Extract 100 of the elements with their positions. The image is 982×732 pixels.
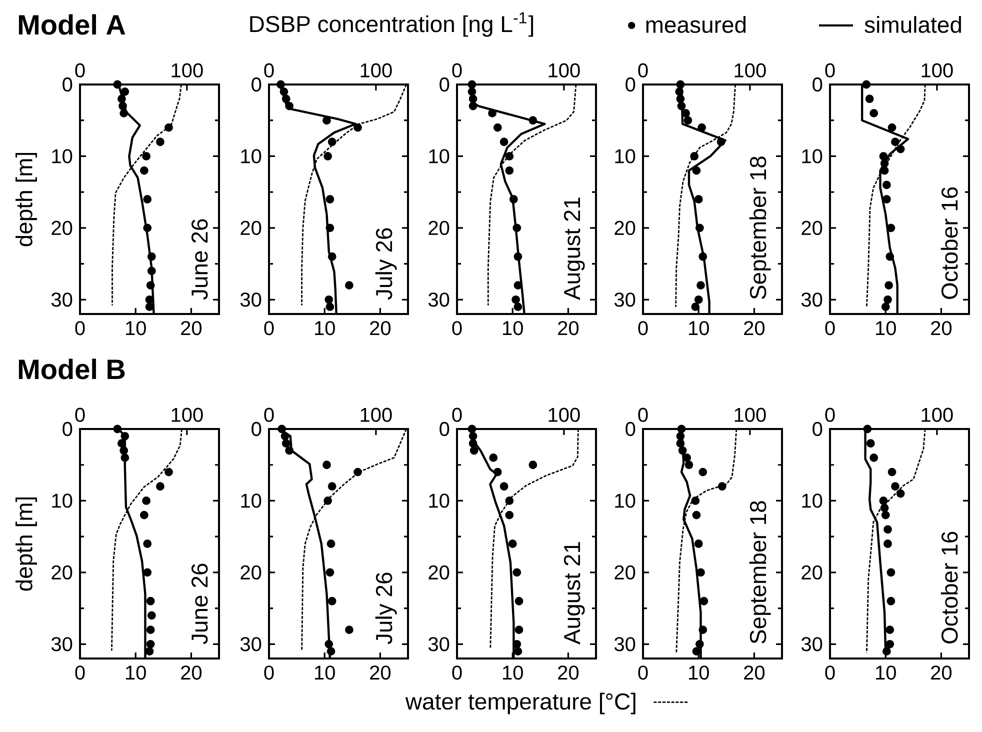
annotation: September 18 [749, 501, 771, 644]
y-tick-label: 30 [428, 292, 450, 307]
annotation: September 18 [749, 156, 771, 300]
x-tick-label: 20 [181, 666, 202, 680]
x-tick-label: 10 [126, 666, 146, 680]
y-tick-label: 30 [614, 292, 636, 307]
x2-tick-label: 0 [638, 63, 648, 78]
y-tick-label: 20 [52, 565, 72, 580]
x-tick-label: 0 [75, 321, 85, 336]
x-tick-label: 0 [75, 666, 85, 680]
x2-tick-label: 100 [360, 63, 392, 78]
annotation: July 26 [375, 228, 397, 300]
line-series [866, 428, 926, 654]
x-tick-label: 10 [689, 666, 709, 680]
y-tick-label: 10 [241, 149, 262, 164]
y-tick-label: 10 [429, 494, 450, 508]
x-tick-label: 20 [181, 321, 202, 336]
annotation: June 26 [191, 564, 208, 644]
legend-label: simulated [864, 16, 961, 33]
y-tick-label: 0 [440, 422, 450, 436]
y-tick-label: 0 [62, 422, 72, 436]
y-tick-label: 30 [801, 637, 822, 652]
y-tick-label: 10 [615, 494, 636, 508]
chart-title: Model A [18, 14, 126, 35]
legend-label: measured [646, 16, 746, 33]
y-tick-label: 30 [428, 637, 450, 652]
x-tick-label: 0 [452, 666, 462, 680]
x-tick-label: 10 [315, 321, 335, 336]
annotation: August 21 [564, 198, 585, 300]
x2-tick-label: 100 [922, 63, 953, 78]
y-tick-label: 20 [52, 220, 72, 236]
x2-axis-title: DSBP concentration [ng L$^{-1}$] [250, 12, 534, 37]
y-tick-label: 20 [240, 565, 262, 580]
y-tick-label: 20 [428, 565, 450, 580]
y-tick-label: 30 [801, 292, 822, 307]
y-tick-label: 10 [52, 494, 72, 508]
x2-tick-label: 0 [452, 63, 462, 78]
x2-tick-label: 100 [734, 408, 766, 422]
y-tick-label: 0 [626, 77, 636, 92]
x-tick-label: 0 [638, 666, 648, 680]
x-tick-label: 10 [876, 666, 896, 680]
y-tick-label: 30 [240, 637, 262, 652]
x2-tick-label: 0 [264, 408, 274, 422]
y-tick-label: 10 [802, 149, 822, 164]
annotation: July 26 [375, 572, 397, 644]
x-tick-label: 20 [931, 321, 952, 336]
y-tick-label: 0 [812, 77, 822, 92]
x-tick-label: 10 [876, 321, 896, 336]
x-tick-label: 0 [825, 321, 835, 336]
y-tick-label: 10 [802, 494, 822, 508]
x2-tick-label: 0 [638, 408, 648, 422]
x-tick-label: 20 [370, 666, 391, 680]
x-tick-label: 0 [264, 666, 274, 680]
annotation: October 16 [940, 187, 958, 299]
x2-tick-label: 0 [825, 63, 835, 78]
x2-tick-label: 0 [75, 63, 85, 78]
y-tick-label: 10 [52, 149, 72, 164]
x2-tick-label: 100 [548, 408, 580, 422]
x-tick-label: 20 [558, 321, 579, 336]
chart-title: Model B [18, 358, 125, 380]
x-tick-label: 10 [126, 321, 146, 336]
x2-tick-label: 0 [825, 408, 835, 422]
x-tick-label: 0 [264, 321, 274, 336]
x-tick-label: 10 [503, 321, 523, 336]
x2-tick-label: 100 [548, 63, 580, 78]
y-tick-label: 10 [429, 149, 450, 164]
x2-tick-label: 0 [452, 408, 462, 422]
y-tick-label: 0 [812, 422, 822, 436]
y-tick-label: 0 [62, 77, 72, 92]
y-tick-label: 20 [240, 220, 262, 236]
y-tick-label: 10 [241, 494, 262, 508]
y-tick-label: 0 [252, 422, 262, 436]
annotation: August 21 [564, 542, 585, 645]
x-tick-label: 20 [370, 321, 391, 336]
x2-tick-label: 0 [75, 408, 85, 422]
y-tick-label: 0 [626, 422, 636, 436]
x-tick-label: 20 [558, 666, 579, 680]
x-tick-label: 10 [315, 666, 335, 680]
y-tick-label: 20 [802, 565, 822, 580]
y-tick-label: 10 [615, 149, 636, 164]
legend-label: water temperature [°C] [405, 692, 636, 714]
annotation: June 26 [191, 219, 208, 300]
x-tick-label: 20 [744, 666, 765, 680]
x-tick-label: 0 [452, 321, 462, 336]
y-tick-label: 20 [428, 220, 450, 236]
annotation: October 16 [940, 532, 958, 644]
y-tick-label: 0 [440, 77, 450, 92]
x-tick-label: 20 [931, 666, 952, 680]
x2-tick-label: 100 [172, 408, 203, 422]
y-tick-label: 20 [614, 220, 636, 236]
x2-tick-label: 100 [734, 63, 766, 78]
y-tick-label: 0 [252, 77, 262, 92]
x2-tick-label: 100 [360, 408, 392, 422]
x2-tick-label: 100 [922, 408, 953, 422]
x-tick-label: 20 [744, 321, 765, 336]
x-tick-label: 10 [503, 666, 523, 680]
y-tick-label: 30 [240, 292, 262, 307]
x-tick-label: 0 [825, 666, 835, 680]
x2-tick-label: 0 [264, 63, 274, 78]
x-tick-label: 0 [638, 321, 648, 336]
